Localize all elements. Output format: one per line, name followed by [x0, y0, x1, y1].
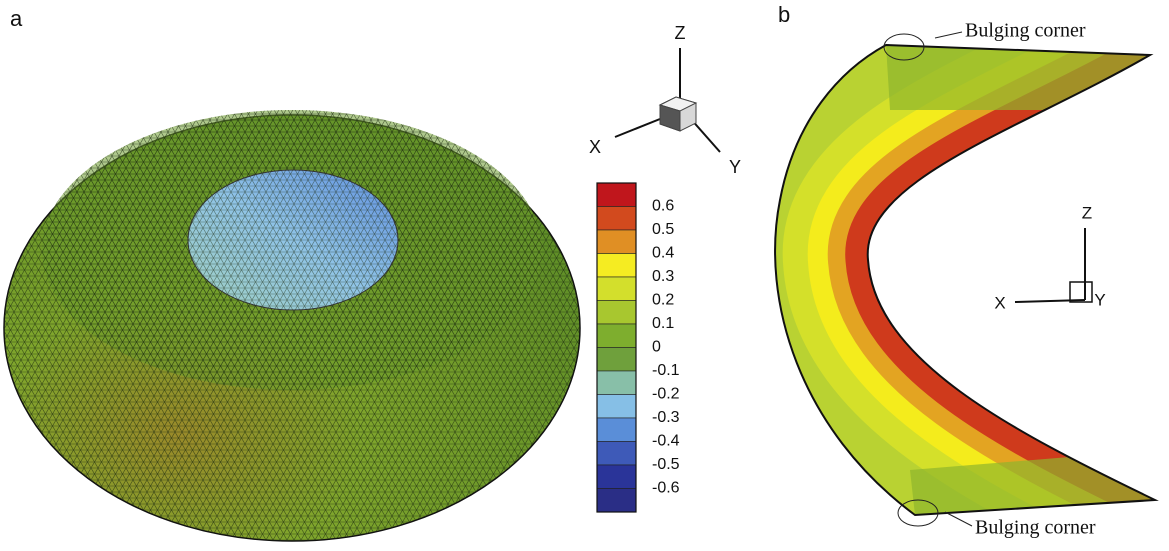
colorbar-band [597, 489, 636, 513]
colorbar-label: 0.2 [652, 292, 674, 309]
colorbar-label: 0.5 [652, 221, 674, 238]
colorbar-label: -0.3 [652, 409, 680, 426]
colorbar-label: 0.4 [652, 245, 674, 262]
colorbar-label: 0 [652, 339, 661, 356]
colorbar-band [597, 324, 636, 348]
colorbar-label: -0.6 [652, 480, 680, 497]
annotation: Bulging corner [965, 20, 1086, 42]
colorbar-band [597, 230, 636, 254]
panel-label: a [10, 6, 23, 31]
colorbar-label: -0.4 [652, 433, 680, 450]
axis-label: X [994, 293, 1005, 312]
torus [4, 110, 580, 541]
annotation: Bulging corner [975, 517, 1096, 539]
colorbar-band [597, 301, 636, 325]
colorbar-band [597, 465, 636, 489]
axis-label: Z [1082, 203, 1092, 222]
colorbar-label: 0.6 [652, 198, 674, 215]
axis-label: X [589, 137, 601, 157]
colorbar: 0.6 0.5 0.4 0.3 0.2 0.1 0 -0.1 -0.2 -0.3 -0.4 -0.5 -… [597, 183, 680, 512]
colorbar-band [597, 442, 636, 466]
colorbar-band [597, 395, 636, 419]
axis-triad [615, 48, 720, 152]
axis-triad [1015, 228, 1092, 302]
colorbar-label: 0.1 [652, 315, 674, 332]
colorbar-band [597, 371, 636, 395]
panel-label: b [778, 2, 790, 27]
colorbar-label: 0.3 [652, 268, 674, 285]
axis-label: Y [1094, 290, 1105, 309]
figure: a Z X Y 0.6 0.5 0.4 0.3 0.2 0.1 0 -0.1 -0.2 -0.3 -… [0, 0, 1169, 551]
colorbar-label: -0.5 [652, 456, 680, 473]
colorbar-band [597, 183, 636, 207]
colorbar-label: -0.2 [652, 386, 680, 403]
colorbar-band [597, 418, 636, 442]
axis-label: Y [729, 157, 741, 177]
colorbar-band [597, 207, 636, 231]
colorbar-band [597, 277, 636, 301]
contour-surface [760, 40, 1160, 520]
colorbar-band [597, 348, 636, 372]
colorbar-band [597, 254, 636, 278]
colorbar-label: -0.1 [652, 362, 680, 379]
axis-label: Z [675, 23, 686, 43]
